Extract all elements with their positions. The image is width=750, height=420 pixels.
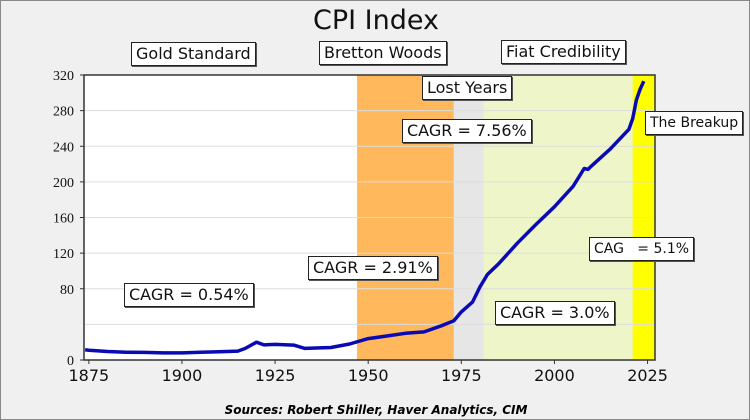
y-tick-label: 240 <box>53 140 74 155</box>
y-tick-label: 80 <box>60 283 74 298</box>
x-tick-label: 2025 <box>627 366 668 385</box>
cpi-series-line <box>84 80 646 355</box>
label-cagr-bretton: CAGR = 2.91% <box>308 256 438 280</box>
label-cagr-fiat: CAGR = 3.0% <box>495 301 615 325</box>
source-note: Sources: Robert Shiller, Haver Analytics… <box>224 403 528 417</box>
label-bretton-woods: Bretton Woods <box>319 41 447 65</box>
label-cagr-gold: CAGR = 0.54% <box>124 283 254 307</box>
y-tick-label: 160 <box>53 212 74 227</box>
label-gold-standard: Gold Standard <box>131 42 256 66</box>
label-fiat-credibility: Fiat Credibility <box>501 40 626 64</box>
x-tick-label: 1975 <box>441 366 482 385</box>
x-tick-label: 1900 <box>162 366 203 385</box>
x-tick-label: 1925 <box>255 366 296 385</box>
y-tick-label: 320 <box>53 69 74 84</box>
y-tick-label: 280 <box>53 105 74 120</box>
y-tick-label: 200 <box>53 176 74 191</box>
label-cagr-breakup: CAG = 5.1% <box>589 237 695 261</box>
label-the-breakup: The Breakup <box>645 111 744 135</box>
label-lost-years: Lost Years <box>422 76 513 100</box>
chart-title: CPI Index <box>312 5 439 36</box>
x-tick-label: 1950 <box>348 366 389 385</box>
label-cagr-lost: CAGR = 7.56% <box>402 119 532 143</box>
y-tick-label: 0 <box>67 354 74 369</box>
x-tick-label: 1875 <box>68 366 109 385</box>
y-tick-label: 120 <box>53 247 74 262</box>
x-tick-label: 2000 <box>534 366 575 385</box>
